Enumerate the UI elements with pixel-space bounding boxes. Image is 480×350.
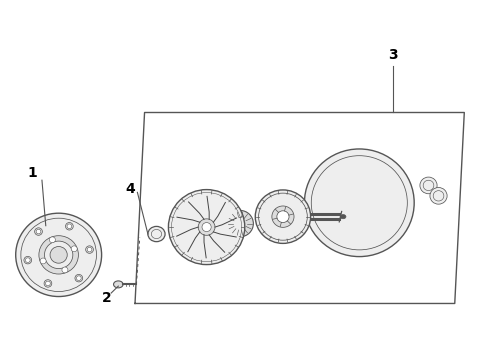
Ellipse shape [148,226,165,242]
Ellipse shape [16,213,102,296]
Ellipse shape [62,267,68,273]
Ellipse shape [198,219,215,235]
Ellipse shape [46,281,50,286]
Ellipse shape [50,246,67,263]
Ellipse shape [277,211,289,223]
Text: 2: 2 [101,291,111,305]
Ellipse shape [36,229,41,234]
Text: 3: 3 [388,48,397,62]
Ellipse shape [168,190,245,265]
Ellipse shape [44,280,52,287]
Ellipse shape [24,257,32,264]
Ellipse shape [39,236,78,274]
Ellipse shape [304,149,414,257]
Ellipse shape [87,247,92,252]
Text: 1: 1 [27,166,37,180]
Ellipse shape [35,228,42,235]
Ellipse shape [75,274,83,282]
Text: 4: 4 [125,182,135,196]
Ellipse shape [272,206,294,228]
Ellipse shape [255,190,311,243]
Ellipse shape [71,246,77,252]
Ellipse shape [65,223,73,230]
Ellipse shape [420,177,437,194]
Ellipse shape [49,237,55,243]
Ellipse shape [227,210,253,237]
Ellipse shape [67,224,72,229]
Ellipse shape [85,246,94,253]
Ellipse shape [25,258,30,262]
Ellipse shape [259,193,307,240]
Ellipse shape [430,188,447,204]
Ellipse shape [76,276,81,280]
Ellipse shape [45,241,73,268]
Ellipse shape [202,223,211,232]
Ellipse shape [40,258,46,264]
Ellipse shape [114,281,123,288]
Ellipse shape [340,215,346,219]
